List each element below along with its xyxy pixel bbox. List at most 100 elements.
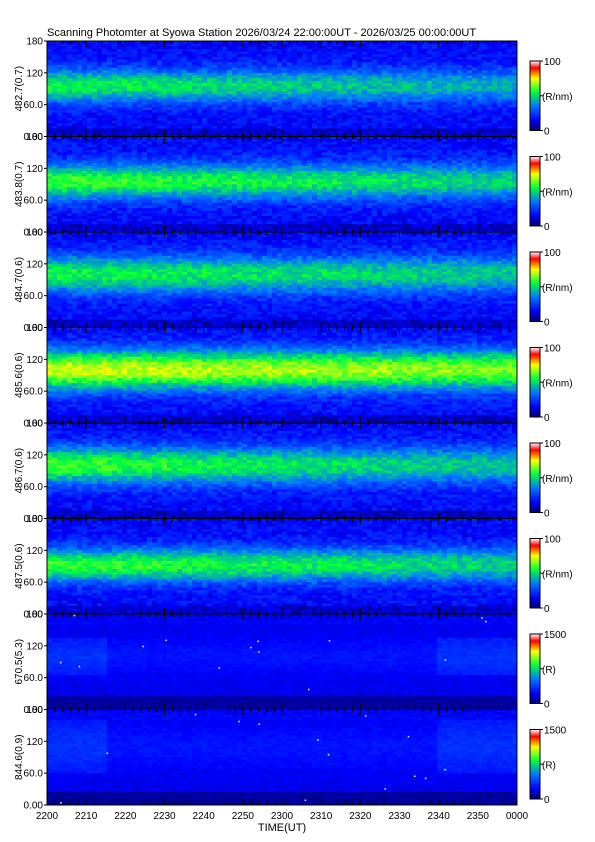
heatmap-cell: [362, 43, 368, 47]
heatmap-cell: [127, 78, 133, 82]
heatmap-cell: [172, 64, 178, 68]
heatmap-cell: [172, 67, 178, 71]
heatmap-cell: [372, 51, 378, 55]
heatmap-cell: [87, 210, 93, 214]
heatmap-cell: [137, 216, 143, 220]
heatmap-cell: [167, 213, 173, 217]
heatmap-cell: [322, 41, 328, 45]
heatmap-cell: [387, 83, 393, 87]
heatmap-cell: [72, 202, 78, 206]
heatmap-cell: [82, 149, 88, 153]
heatmap-cell: [412, 91, 418, 95]
heatmap-cell: [262, 96, 268, 100]
heatmap-cell: [472, 94, 478, 98]
heatmap-cell: [187, 102, 193, 106]
heatmap-cell: [277, 62, 283, 66]
heatmap-cell: [332, 46, 338, 50]
heatmap-cell: [377, 94, 383, 98]
heatmap-cell: [137, 155, 143, 159]
heatmap-cell: [137, 218, 143, 222]
heatmap-cell: [117, 144, 123, 148]
heatmap-cell: [372, 88, 378, 92]
heatmap-cell: [347, 70, 353, 74]
heatmap-cell: [337, 43, 343, 47]
heatmap-cell: [107, 96, 113, 100]
heatmap-cell: [262, 91, 268, 95]
heatmap-cell: [312, 115, 318, 119]
heatmap-cell: [117, 67, 123, 71]
heatmap-cell: [202, 197, 208, 201]
heatmap-cell: [57, 176, 63, 180]
heatmap-cell: [112, 168, 118, 172]
heatmap-cell: [127, 41, 133, 45]
heatmap-cell: [237, 218, 243, 222]
heatmap-cell: [227, 128, 233, 132]
heatmap-cell: [187, 128, 193, 132]
heatmap-cell: [312, 59, 318, 63]
heatmap-cell: [177, 200, 183, 204]
heatmap-cell: [462, 94, 468, 98]
heatmap-cell: [142, 178, 148, 182]
heatmap-cell: [447, 56, 453, 60]
heatmap-cell: [477, 41, 483, 45]
heatmap-cell: [452, 120, 458, 124]
heatmap-cell: [442, 123, 448, 127]
heatmap-cell: [477, 70, 483, 74]
heatmap-cell: [177, 51, 183, 55]
heatmap-cell: [142, 184, 148, 188]
heatmap-cell: [62, 56, 68, 60]
heatmap-cell: [77, 168, 83, 172]
heatmap-cell: [57, 147, 63, 151]
heatmap-cell: [92, 197, 98, 201]
heatmap-cell: [252, 109, 258, 114]
heatmap-cell: [162, 83, 168, 87]
heatmap-cell: [67, 165, 73, 169]
heatmap-cell: [62, 59, 68, 63]
heatmap-cell: [112, 165, 118, 169]
heatmap-cell: [502, 51, 508, 55]
heatmap-cell: [127, 125, 133, 129]
heatmap-cell: [57, 94, 63, 98]
heatmap-cell: [417, 107, 423, 111]
heatmap-cell: [192, 83, 198, 87]
heatmap-cell: [352, 91, 358, 95]
heatmap-cell: [282, 112, 288, 116]
heatmap-cell: [257, 86, 263, 90]
heatmap-cell: [417, 102, 423, 106]
heatmap-cell: [147, 72, 153, 76]
heatmap-cell: [172, 43, 178, 47]
heatmap-cell: [92, 163, 98, 167]
heatmap-cell: [392, 120, 398, 124]
heatmap-cell: [157, 75, 163, 79]
heatmap-cell: [297, 62, 303, 66]
heatmap-cell: [92, 70, 98, 74]
heatmap-cell: [447, 54, 453, 58]
heatmap-cell: [352, 88, 358, 92]
heatmap-cell: [132, 173, 138, 177]
heatmap-cell: [487, 56, 493, 60]
heatmap-cell: [312, 78, 318, 82]
heatmap-cell: [67, 221, 73, 225]
heatmap-cell: [207, 70, 213, 74]
heatmap-cell: [92, 149, 98, 153]
heatmap-cell: [337, 62, 343, 66]
heatmap-cell: [72, 210, 78, 214]
heatmap-cell: [417, 54, 423, 58]
heatmap-cell: [397, 70, 403, 74]
heatmap-cell: [497, 83, 503, 87]
heatmap-cell: [397, 104, 403, 108]
heatmap-cell: [267, 128, 273, 132]
heatmap-cell: [152, 205, 158, 209]
heatmap-cell: [437, 117, 443, 121]
heatmap-cell: [417, 128, 423, 132]
heatmap-cell: [357, 86, 363, 90]
heatmap-cell: [82, 94, 88, 98]
heatmap-cell: [227, 78, 233, 82]
heatmap-cell: [72, 216, 78, 220]
heatmap-cell: [202, 104, 208, 108]
heatmap-cell: [237, 120, 243, 124]
heatmap-cell: [387, 62, 393, 66]
heatmap-cell: [492, 133, 498, 137]
heatmap-cell: [72, 168, 78, 172]
heatmap-cell: [397, 48, 403, 53]
